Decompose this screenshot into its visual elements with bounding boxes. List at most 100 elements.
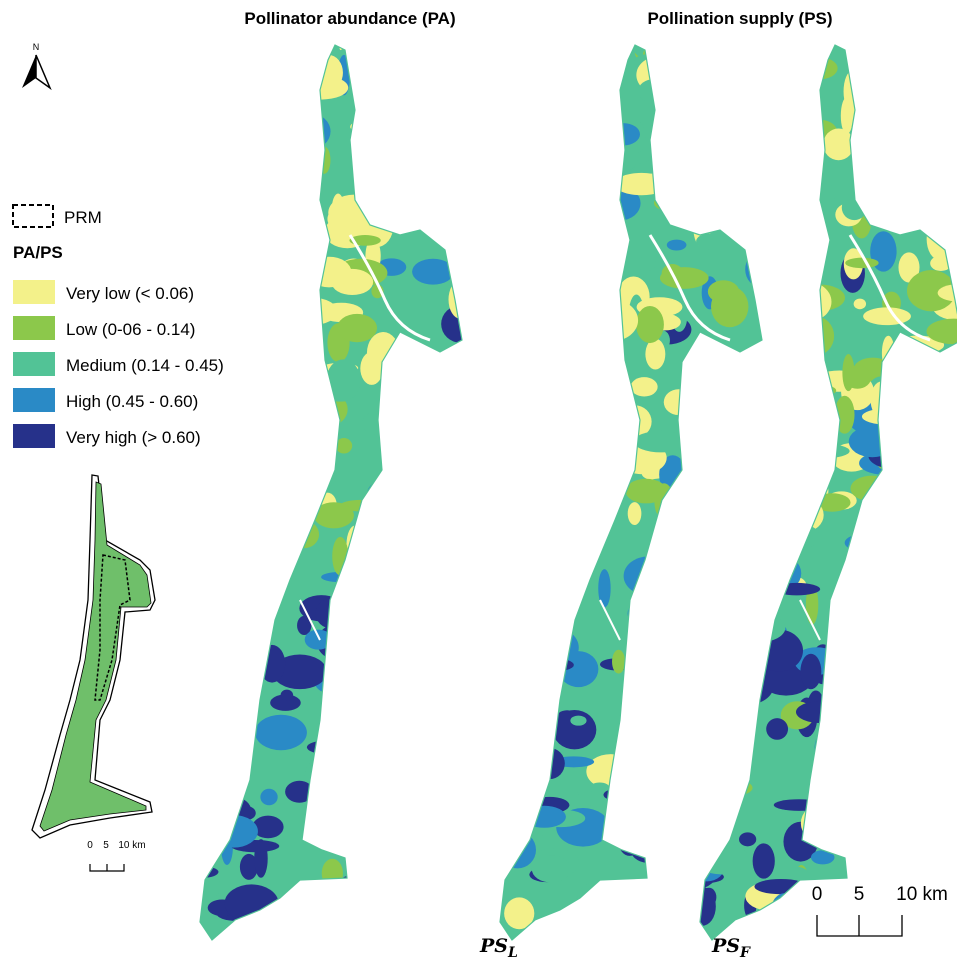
- map-patch: [531, 855, 571, 883]
- map-patch: [399, 663, 418, 694]
- map-patch: [861, 700, 903, 737]
- map-patch: [339, 628, 392, 671]
- map-patch: [887, 809, 924, 847]
- map-patch: [412, 845, 440, 878]
- map-patch: [200, 578, 220, 607]
- map-patch: [350, 850, 404, 883]
- map-patch: [638, 587, 657, 599]
- map-patch: [700, 778, 753, 798]
- map-patch: [522, 805, 566, 828]
- map-patch: [697, 410, 751, 440]
- map-patch: [773, 582, 821, 596]
- map-patch: [304, 629, 333, 650]
- map-patch: [500, 393, 516, 435]
- map-patch: [770, 45, 789, 53]
- map-patch: [773, 423, 791, 459]
- map-patch: [238, 174, 265, 205]
- map-patch: [708, 523, 739, 554]
- map-patch: [744, 124, 762, 136]
- map-patch: [514, 628, 563, 640]
- map-patch: [926, 791, 957, 824]
- map-patch: [700, 833, 721, 846]
- map-patch: [710, 693, 739, 718]
- map-patch: [835, 660, 866, 690]
- map-patch: [349, 235, 381, 246]
- map-patch: [200, 785, 238, 809]
- map-patch: [267, 355, 309, 370]
- map-patch: [538, 250, 576, 279]
- map-patch: [202, 209, 218, 249]
- map-patch: [927, 61, 942, 74]
- map-patch: [200, 792, 231, 817]
- map-patch: [345, 596, 399, 609]
- map-patch: [442, 696, 462, 715]
- map-patch: [796, 206, 809, 225]
- map-patch: [854, 929, 906, 940]
- north-label: N: [33, 42, 40, 52]
- map-patch: [500, 702, 523, 718]
- map-patch: [893, 580, 910, 606]
- map-patch: [412, 258, 454, 285]
- map-patch: [420, 683, 445, 712]
- map-outline: [699, 44, 957, 941]
- map-patch: [350, 606, 376, 646]
- map-patch: [501, 729, 541, 751]
- map-patch: [628, 825, 666, 863]
- map-patch: [369, 127, 412, 156]
- map-patch: [700, 83, 741, 114]
- map-patch: [415, 662, 429, 677]
- map-patch: [548, 437, 584, 479]
- map-patch: [507, 113, 545, 143]
- map-patch: [767, 329, 820, 366]
- map-patch: [540, 126, 569, 137]
- map-patch: [703, 375, 731, 414]
- map-patch: [366, 730, 381, 745]
- map-patch: [881, 335, 895, 371]
- map-patch: [297, 615, 312, 636]
- map-patch: [724, 59, 744, 83]
- map-patch: [399, 178, 448, 204]
- map-title: Pollination supply (PS): [647, 9, 832, 28]
- map-patch: [500, 288, 530, 315]
- map-patch: [936, 729, 957, 770]
- map-patch: [410, 54, 434, 87]
- map-patch: [745, 120, 788, 151]
- legend-label: High (0.45 - 0.60): [66, 392, 198, 411]
- map-patch: [500, 680, 518, 706]
- map-patch: [417, 878, 442, 896]
- map-patch: [705, 555, 723, 598]
- map-patch: [532, 491, 572, 529]
- map-patch: [889, 95, 911, 108]
- map-patch: [240, 324, 259, 351]
- map-patch: [272, 370, 299, 386]
- map-patch: [393, 800, 440, 842]
- map-patch: [837, 910, 854, 934]
- map-patch: [595, 902, 645, 931]
- river: [799, 599, 821, 641]
- map-patch: [702, 649, 724, 677]
- map-patch: [500, 482, 506, 505]
- map-patch: [254, 714, 307, 751]
- map-patch: [642, 45, 683, 73]
- map-patch: [770, 893, 799, 930]
- map-patch: [389, 853, 421, 891]
- map-patch: [810, 850, 835, 865]
- map-patch: [407, 750, 456, 763]
- map-patch: [534, 747, 565, 780]
- map-patch: [700, 414, 707, 433]
- map-patch: [690, 599, 742, 625]
- map-patch: [306, 906, 342, 940]
- map-patch: [589, 782, 610, 794]
- map-patch: [286, 908, 341, 940]
- map-patch: [896, 117, 918, 149]
- map-patch: [287, 169, 312, 185]
- map-patch: [239, 853, 258, 880]
- map-patch: [678, 641, 724, 672]
- map-patch: [685, 473, 716, 498]
- map-patch: [408, 850, 460, 890]
- map-patch: [293, 427, 331, 463]
- map-patch: [898, 580, 920, 621]
- map-patch: [665, 750, 721, 773]
- map-patch: [252, 529, 281, 558]
- map-patch: [704, 380, 735, 413]
